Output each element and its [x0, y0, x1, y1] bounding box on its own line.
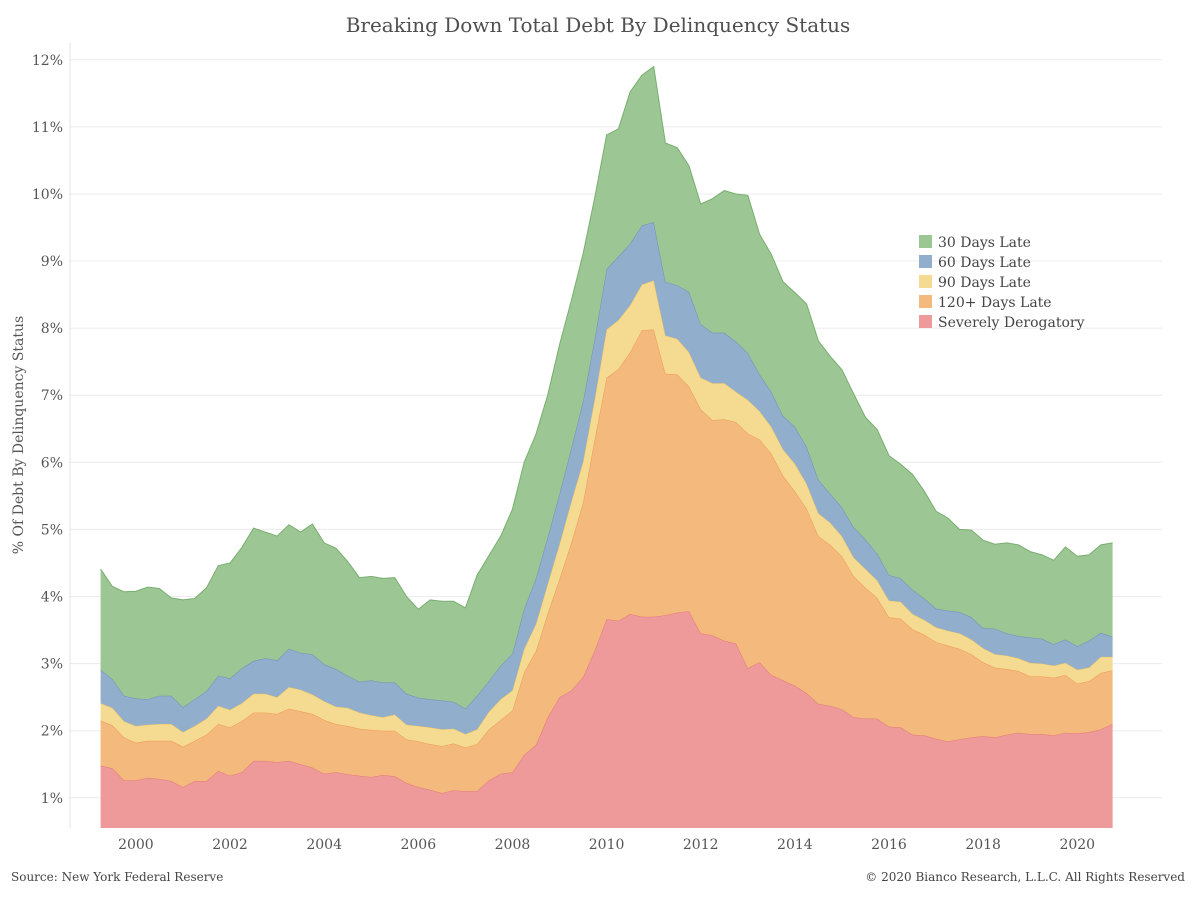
y-tick-label: 2%: [41, 724, 63, 740]
copyright-note: © 2020 Bianco Research, L.L.C. All Right…: [865, 870, 1185, 884]
y-tick-label: 12%: [32, 53, 63, 69]
legend-swatch: [919, 275, 932, 288]
legend-swatch: [919, 255, 932, 268]
legend-swatch: [919, 315, 932, 328]
legend-label: Severely Derogatory: [938, 315, 1085, 331]
area-series-90-days-late: [100, 280, 1113, 748]
y-tick-label: 9%: [41, 254, 63, 270]
x-tick-label: 2010: [589, 837, 625, 853]
y-tick-label: 5%: [41, 522, 63, 538]
x-tick-label: 2012: [683, 837, 719, 853]
legend-label: 120+ Days Late: [938, 295, 1052, 311]
legend: 30 Days Late 60 Days Late 90 Days Late 120+…: [919, 235, 1085, 331]
area-edge-30-days-late: [100, 65, 1113, 610]
x-tick-label: 2004: [306, 837, 342, 853]
legend-label: 60 Days Late: [938, 255, 1031, 271]
source-note: Source: New York Federal Reserve: [11, 870, 224, 884]
x-tick-label: 2002: [212, 837, 248, 853]
area-series-severely-derogatory: [100, 611, 1113, 828]
x-tick-label: 2020: [1059, 837, 1095, 853]
x-tick-label: 2006: [400, 837, 436, 853]
y-tick-label: 10%: [32, 187, 63, 203]
x-tick-label: 2018: [965, 837, 1001, 853]
y-tick-label: 7%: [41, 388, 63, 404]
area-series-60-days-late: [100, 222, 1113, 735]
area-series-30-days-late: [100, 66, 1113, 709]
x-tick-label: 2008: [495, 837, 531, 853]
chart-title: Breaking Down Total Debt By Delinquency …: [345, 13, 851, 37]
y-tick-label: 3%: [41, 657, 63, 673]
y-tick-label: 1%: [41, 791, 63, 807]
area-series-120-days-late: [100, 329, 1113, 794]
legend-label: 30 Days Late: [938, 235, 1031, 251]
axis-layer: 1% 2% 3% 4% 5% 6% 7% 8% 9% 10% 11% 12% 2000 2002 2004 2…: [32, 43, 1095, 853]
x-tick-label: 2000: [118, 837, 154, 853]
y-tick-label: 8%: [41, 321, 63, 337]
y-axis-label: % Of Debt By Delinquency Status: [11, 316, 27, 554]
y-tick-label: 6%: [41, 455, 63, 471]
y-tick-label: 4%: [41, 590, 63, 606]
legend-swatch: [919, 295, 932, 308]
legend-label: 90 Days Late: [938, 275, 1031, 291]
x-tick-label: 2016: [871, 837, 907, 853]
area-layer: [100, 65, 1113, 828]
x-tick-label: 2014: [777, 837, 813, 853]
legend-swatch: [919, 235, 932, 248]
y-tick-label: 11%: [32, 120, 63, 136]
